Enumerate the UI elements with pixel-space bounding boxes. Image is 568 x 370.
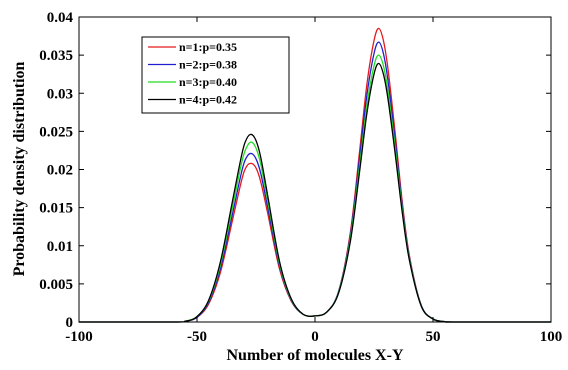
x-tick-labels: -100 -50 0 50 100 <box>65 329 562 345</box>
x-tick-label: 50 <box>426 329 441 345</box>
y-tick-label: 0.03 <box>47 86 73 102</box>
y-axis-title: Probability density distribution <box>11 61 28 276</box>
x-axis-title: Number of molecules X-Y <box>226 347 403 364</box>
series-line-4 <box>79 62 551 323</box>
legend: n=1:p=0.35 n=2:p=0.38 n=3:p=0.40 n=4:p=0.42 <box>141 36 290 114</box>
legend-label-4: n=4:p=0.42 <box>179 93 237 107</box>
y-tick-label: 0.02 <box>47 163 73 179</box>
y-tick-label: 0 <box>66 315 74 331</box>
y-tick-label: 0.035 <box>39 48 73 64</box>
legend-label-1: n=1:p=0.35 <box>179 40 237 54</box>
y-tick-label: 0.005 <box>39 277 73 293</box>
x-tick-label: -50 <box>187 329 207 345</box>
x-tick-label: 100 <box>540 329 563 345</box>
y-tick-label: 0.015 <box>39 201 73 217</box>
legend-box <box>141 36 290 114</box>
y-tick-label: 0.025 <box>39 124 73 140</box>
y-tick-labels: 0 0.005 0.01 0.015 0.02 0.025 0.03 0.035 0.04 <box>39 10 73 331</box>
x-tick-label: 0 <box>311 329 319 345</box>
series-curves <box>79 27 551 323</box>
legend-label-3: n=3:p=0.40 <box>179 75 237 89</box>
y-tick-label: 0.04 <box>47 10 74 26</box>
axis-ticks <box>78 16 552 323</box>
y-tick-label: 0.01 <box>47 239 73 255</box>
x-tick-label: -100 <box>65 329 93 345</box>
legend-label-2: n=2:p=0.38 <box>179 58 237 72</box>
